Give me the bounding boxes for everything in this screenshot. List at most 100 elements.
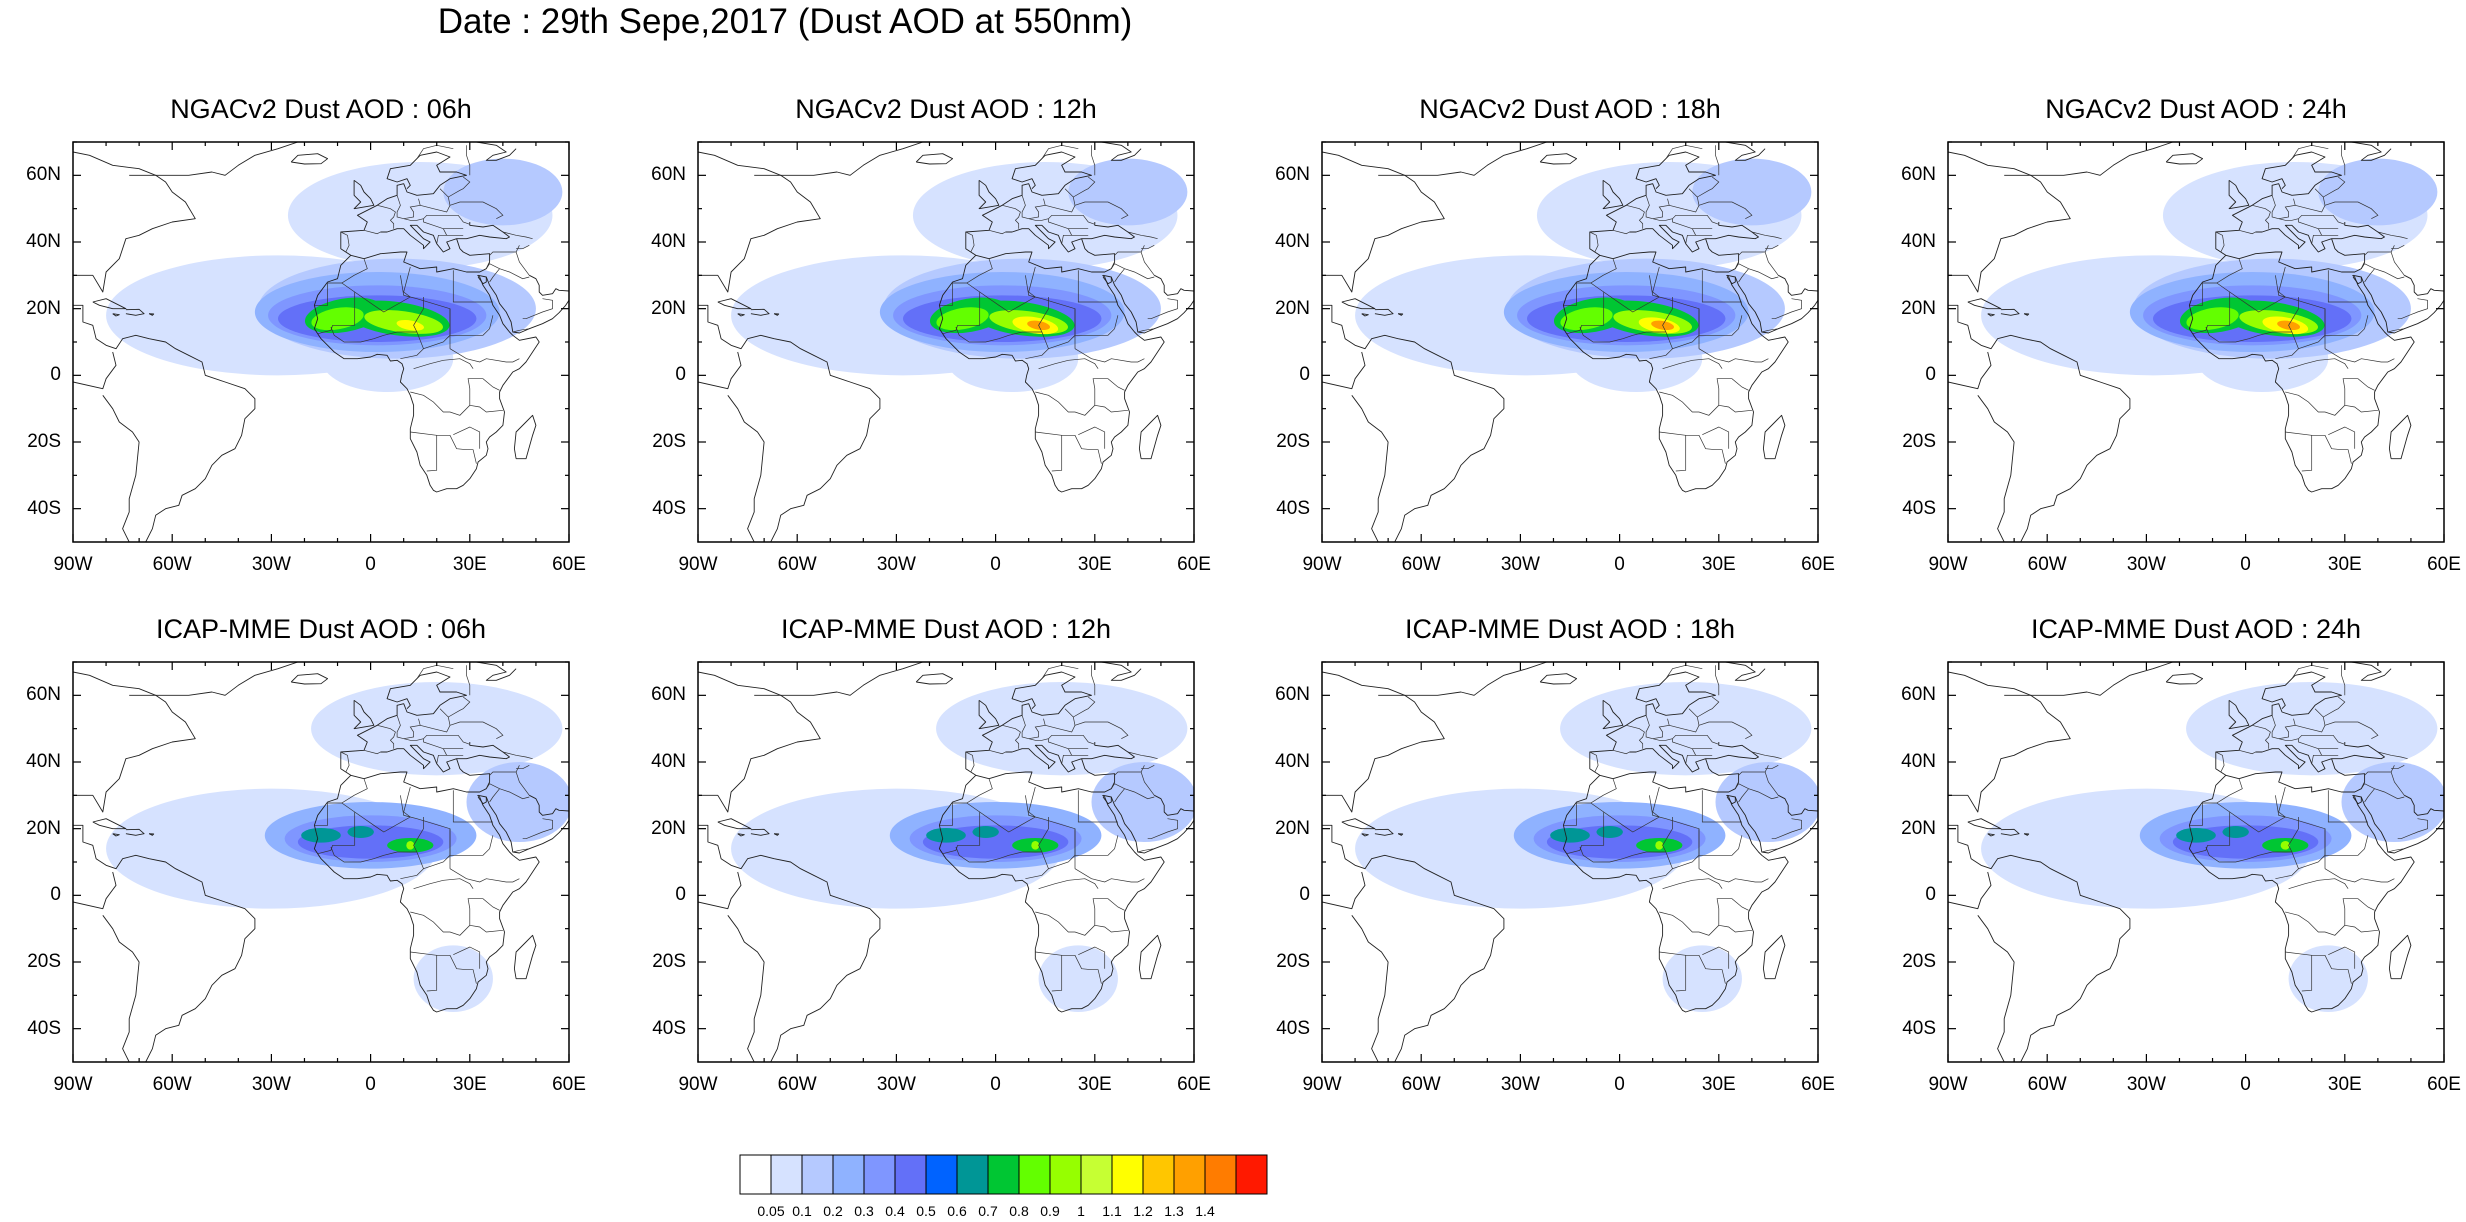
lon-tick-label: 30W xyxy=(1500,554,1540,575)
coastlines xyxy=(73,142,569,542)
aod-field xyxy=(1322,142,1818,542)
lon-tick-label: 30W xyxy=(251,554,291,575)
lat-tick-label: 0 xyxy=(50,884,61,906)
lon-tick-label: 60W xyxy=(2027,1074,2067,1095)
panel-title: NGACv2 Dust AOD : 24h xyxy=(2045,94,2347,124)
panel-title: ICAP-MME Dust AOD : 12h xyxy=(780,614,1112,644)
lon-tick-label: 30E xyxy=(1077,554,1112,575)
lon-tick-label: 30E xyxy=(452,554,487,575)
lon-tick-label: 60W xyxy=(152,554,192,575)
lon-tick-label: 60W xyxy=(1401,1074,1441,1095)
lat-tick-label: 40N xyxy=(1275,231,1310,252)
lat-tick-label: 20N xyxy=(26,817,61,839)
lon-tick-label: 0 xyxy=(990,554,1001,575)
lon-tick-label: 0 xyxy=(1614,554,1625,575)
lon-tick-label: 60W xyxy=(2027,554,2067,575)
lon-tick-label: 90W xyxy=(678,1074,718,1095)
colorbar-swatch xyxy=(770,1154,803,1195)
lon-tick-label: 90W xyxy=(1302,554,1342,575)
lat-tick-label: 20S xyxy=(1276,431,1310,452)
lon-tick-label: 30W xyxy=(2126,554,2166,575)
panel-title: NGACv2 Dust AOD : 12h xyxy=(795,94,1097,124)
country-borders xyxy=(2189,144,2428,472)
colorbar-swatch xyxy=(1235,1154,1268,1195)
lon-tick-label: 0 xyxy=(2240,1074,2251,1095)
colorbar-level-label: 1.2 xyxy=(1133,1203,1153,1219)
lon-tick-label: 60W xyxy=(777,554,817,575)
lat-tick-label: 40S xyxy=(27,1017,61,1039)
lon-tick-label: 60W xyxy=(1401,554,1441,575)
colorbar-swatch xyxy=(1142,1154,1175,1195)
colorbar-level-label: 0.3 xyxy=(854,1203,874,1219)
lat-tick-label: 20N xyxy=(651,817,686,839)
lat-tick-label: 40S xyxy=(1276,1017,1310,1039)
lat-tick-label: 0 xyxy=(1925,364,1936,386)
lat-tick-label: 20N xyxy=(1275,817,1310,839)
country-borders xyxy=(939,664,1178,992)
dust-aod-map xyxy=(1321,141,1819,543)
lat-tick-label: 60N xyxy=(1901,684,1936,706)
lon-tick-label: 60E xyxy=(552,554,586,575)
colorbar-swatch xyxy=(1049,1154,1082,1195)
coastlines xyxy=(1322,662,1818,1062)
lon-tick-label: 30E xyxy=(2327,1074,2362,1095)
colorbar-swatch xyxy=(1204,1154,1237,1195)
dust-aod-map xyxy=(697,141,1195,543)
colorbar-level-label: 0.2 xyxy=(823,1203,843,1219)
dust-aod-map xyxy=(72,141,570,543)
lon-tick-label: 60E xyxy=(2427,1074,2461,1095)
lat-tick-label: 20N xyxy=(1275,297,1310,319)
lon-tick-label: 60E xyxy=(1801,554,1835,575)
lat-tick-label: 20S xyxy=(652,951,686,972)
colorbar-swatch xyxy=(1080,1154,1113,1195)
coastlines xyxy=(73,662,569,1062)
colorbar-swatch xyxy=(894,1154,927,1195)
lon-tick-label: 30W xyxy=(876,1074,916,1095)
colorbar-swatch xyxy=(863,1154,896,1195)
aod-field xyxy=(73,662,569,1062)
country-borders xyxy=(314,144,553,472)
figure-title: Date : 29th Sepe,2017 (Dust AOD at 550nm… xyxy=(437,2,1133,41)
lon-tick-label: 60W xyxy=(152,1074,192,1095)
colorbar-swatch xyxy=(801,1154,834,1195)
lat-tick-label: 40N xyxy=(1901,231,1936,252)
coastlines xyxy=(1948,662,2444,1062)
lat-tick-label: 20N xyxy=(651,297,686,319)
coastlines xyxy=(698,142,1194,542)
lon-tick-label: 90W xyxy=(1928,554,1968,575)
country-borders xyxy=(2189,664,2428,992)
aod-field xyxy=(698,662,1194,1062)
colorbar-level-label: 0.8 xyxy=(1009,1203,1029,1219)
lat-tick-label: 40S xyxy=(27,497,61,519)
colorbar-swatch xyxy=(956,1154,989,1195)
lon-tick-label: 30E xyxy=(1701,554,1736,575)
lon-tick-label: 60E xyxy=(2427,554,2461,575)
lat-tick-label: 20S xyxy=(1902,951,1936,972)
lat-tick-label: 40S xyxy=(1902,497,1936,519)
lat-tick-label: 60N xyxy=(651,684,686,706)
lat-tick-label: 60N xyxy=(26,164,61,186)
lon-tick-label: 90W xyxy=(1928,1074,1968,1095)
lat-tick-label: 20N xyxy=(1901,817,1936,839)
lat-tick-label: 0 xyxy=(675,884,686,906)
lon-tick-label: 30W xyxy=(1500,1074,1540,1095)
colorbar-level-label: 0.7 xyxy=(978,1203,998,1219)
aod-field xyxy=(1948,662,2444,1062)
colorbar-swatch xyxy=(1018,1154,1051,1195)
lat-tick-label: 20N xyxy=(1901,297,1936,319)
lat-tick-label: 20S xyxy=(652,431,686,452)
dust-aod-map xyxy=(1947,661,2445,1063)
lat-tick-label: 20S xyxy=(1902,431,1936,452)
colorbar-scale xyxy=(739,1154,1268,1195)
lon-tick-label: 30E xyxy=(2327,554,2362,575)
colorbar-swatch xyxy=(1173,1154,1206,1195)
lat-tick-label: 40N xyxy=(26,751,61,772)
aod-field xyxy=(1948,142,2444,542)
lon-tick-label: 0 xyxy=(365,554,376,575)
colorbar-swatch xyxy=(987,1154,1020,1195)
lon-tick-label: 0 xyxy=(1614,1074,1625,1095)
lat-tick-label: 60N xyxy=(26,684,61,706)
lon-tick-label: 90W xyxy=(678,554,718,575)
lat-tick-label: 0 xyxy=(1925,884,1936,906)
lat-tick-label: 0 xyxy=(1299,884,1310,906)
